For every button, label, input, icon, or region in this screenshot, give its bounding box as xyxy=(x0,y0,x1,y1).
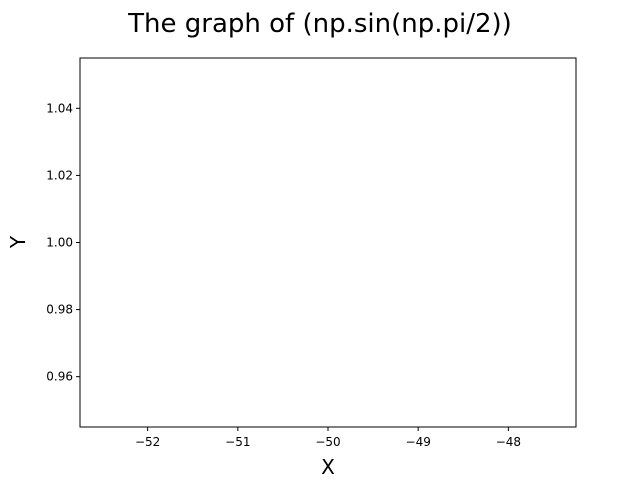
y-tick-label: 1.00 xyxy=(46,236,73,250)
x-tick-label: −49 xyxy=(406,435,431,449)
x-axis-label: X xyxy=(321,455,335,479)
x-tick-label: −48 xyxy=(496,435,521,449)
y-tick-label: 1.02 xyxy=(46,168,73,182)
y-tick-label: 0.98 xyxy=(46,303,73,317)
x-tick-label: −51 xyxy=(225,435,250,449)
plot-area xyxy=(79,57,577,428)
x-tick-label: −50 xyxy=(315,435,340,449)
y-axis-label: Y xyxy=(6,235,30,249)
x-tick-label: −52 xyxy=(135,435,160,449)
y-axis: 0.96 0.98 1.00 1.02 1.04 xyxy=(46,101,80,384)
chart-title: The graph of (np.sin(np.pi/2)) xyxy=(127,9,512,39)
y-tick-label: 1.04 xyxy=(46,101,73,115)
x-axis: −52 −51 −50 −49 −48 xyxy=(135,427,521,449)
y-tick-label: 0.96 xyxy=(46,370,73,384)
